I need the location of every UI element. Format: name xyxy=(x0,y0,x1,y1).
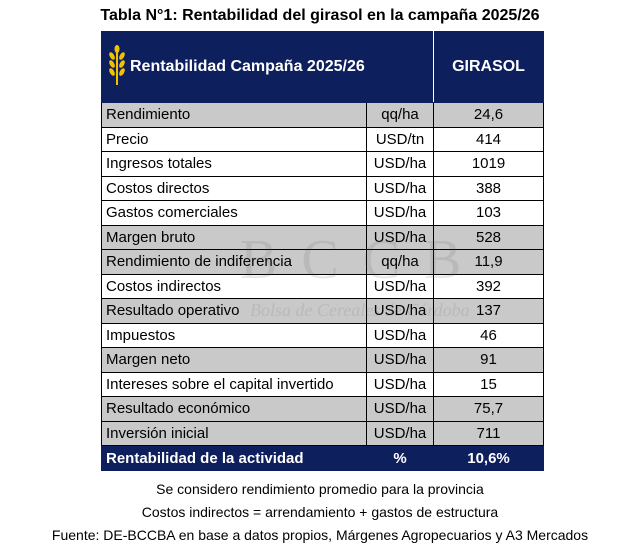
header-label: Rentabilidad Campaña 2025/26 xyxy=(130,58,365,75)
row-concept: Rendimiento de indiferencia xyxy=(101,249,367,275)
row-unit: qq/ha xyxy=(365,102,435,128)
profitability-table: Rentabilidad Campaña 2025/26 GIRASOL Ren… xyxy=(100,31,545,471)
row-value: 11,9 xyxy=(433,249,545,275)
row-value: 91 xyxy=(433,347,545,373)
row-value: 388 xyxy=(433,175,545,201)
note-yield: Se considero rendimiento promedio para l… xyxy=(156,481,484,497)
table-row: Rendimiento de indiferencia qq/ha 11,9 xyxy=(101,249,545,275)
note-source: Fuente: DE-BCCBA en base a datos propios… xyxy=(51,527,589,543)
note-indirect-costs: Costos indirectos = arrendamiento + gast… xyxy=(141,504,499,520)
row-unit: USD/ha xyxy=(365,396,435,422)
row-unit: USD/ha xyxy=(365,347,435,373)
row-concept: Intereses sobre el capital invertido xyxy=(101,371,367,397)
row-value: 46 xyxy=(433,322,545,348)
table-body: Rendimiento qq/ha 24,6 Precio USD/tn 414 Ingre… xyxy=(101,102,545,446)
row-value: 75,7 xyxy=(433,396,545,422)
row-value: 392 xyxy=(433,273,545,299)
row-value: 103 xyxy=(433,200,545,226)
table-header-row: Rentabilidad Campaña 2025/26 GIRASOL xyxy=(100,31,545,103)
table-footer-row: Rentabilidad de la actividad % 10,6% xyxy=(101,445,545,471)
row-concept: Ingresos totales xyxy=(101,151,367,177)
row-concept: Resultado operativo xyxy=(101,298,367,324)
row-concept: Costos directos xyxy=(101,175,367,201)
table-row: Impuestos USD/ha 46 xyxy=(101,322,545,348)
table-row: Rendimiento qq/ha 24,6 xyxy=(101,102,545,128)
table-row: Margen neto USD/ha 91 xyxy=(101,347,545,373)
header-crop: GIRASOL xyxy=(433,31,545,103)
table-row: Gastos comerciales USD/ha 103 xyxy=(101,200,545,226)
table-row: Ingresos totales USD/ha 1019 xyxy=(101,151,545,177)
table-row: Precio USD/tn 414 xyxy=(101,126,545,152)
footer-unit: % xyxy=(365,445,435,471)
header-label-cell: Rentabilidad Campaña 2025/26 xyxy=(100,31,435,103)
row-unit: USD/ha xyxy=(365,322,435,348)
table-row: Resultado operativo USD/ha 137 xyxy=(101,298,545,324)
row-unit: USD/ha xyxy=(365,151,435,177)
row-unit: USD/ha xyxy=(365,224,435,250)
footer-concept: Rentabilidad de la actividad xyxy=(101,445,367,471)
table-row: Resultado económico USD/ha 75,7 xyxy=(101,396,545,422)
table-title: Tabla N°1: Rentabilidad del girasol en l… xyxy=(100,7,540,24)
table-row: Costos indirectos USD/ha 392 xyxy=(101,273,545,299)
row-value: 15 xyxy=(433,371,545,397)
row-value: 528 xyxy=(433,224,545,250)
row-value: 414 xyxy=(433,126,545,152)
row-concept: Gastos comerciales xyxy=(101,200,367,226)
row-unit: USD/ha xyxy=(365,420,435,446)
row-value: 1019 xyxy=(433,151,545,177)
row-concept: Margen neto xyxy=(101,347,367,373)
row-concept: Impuestos xyxy=(101,322,367,348)
row-unit: USD/ha xyxy=(365,200,435,226)
row-concept: Costos indirectos xyxy=(101,273,367,299)
row-concept: Inversión inicial xyxy=(101,420,367,446)
row-concept: Rendimiento xyxy=(101,102,367,128)
row-unit: USD/tn xyxy=(365,126,435,152)
row-value: 24,6 xyxy=(433,102,545,128)
row-value: 711 xyxy=(433,420,545,446)
wheat-icon xyxy=(109,45,125,85)
row-unit: USD/ha xyxy=(365,371,435,397)
row-concept: Resultado económico xyxy=(101,396,367,422)
row-unit: USD/ha xyxy=(365,273,435,299)
footer-value: 10,6% xyxy=(433,445,545,471)
row-concept: Margen bruto xyxy=(101,224,367,250)
table-row: Costos directos USD/ha 388 xyxy=(101,175,545,201)
row-value: 137 xyxy=(433,298,545,324)
table-row: Margen bruto USD/ha 528 xyxy=(101,224,545,250)
row-unit: USD/ha xyxy=(365,175,435,201)
row-unit: USD/ha xyxy=(365,298,435,324)
row-concept: Precio xyxy=(101,126,367,152)
row-unit: qq/ha xyxy=(365,249,435,275)
table-row: Inversión inicial USD/ha 711 xyxy=(101,420,545,446)
table-row: Intereses sobre el capital invertido USD/… xyxy=(101,371,545,397)
